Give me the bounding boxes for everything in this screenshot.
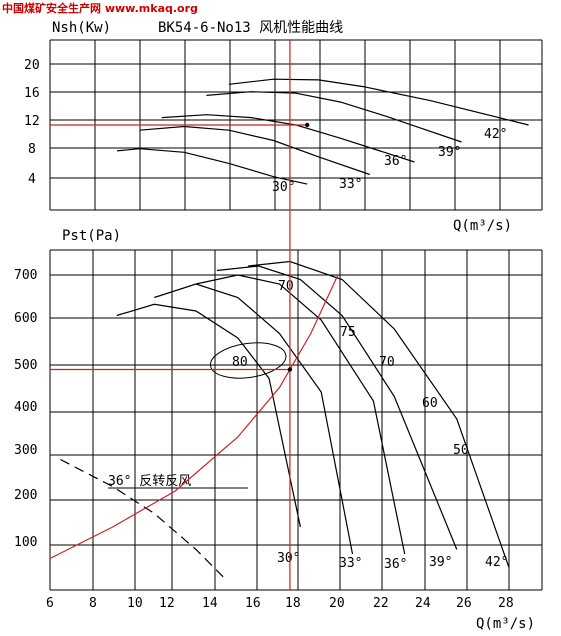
bottom-ytick-label: 700 <box>14 268 37 283</box>
bottom-xtick-label: 18 <box>285 596 301 611</box>
bottom-xtick-label: 24 <box>415 596 431 611</box>
bottom-xtick-label: 10 <box>127 596 143 611</box>
chart-title: BK54-6-No13 风机性能曲线 <box>158 20 343 36</box>
bottom-chart-grid <box>49 249 543 591</box>
top-series-line-36 <box>161 114 415 163</box>
bottom-ytick-label: 200 <box>14 488 37 503</box>
bottom-series-line-33 <box>154 283 354 555</box>
top-ytick-label: 8 <box>28 142 36 157</box>
efficiency-label-50: 50 <box>453 443 469 458</box>
top-chart-grid <box>49 39 543 211</box>
bottom-xtick-label: 16 <box>245 596 261 611</box>
reverse-airflow-curve <box>60 458 228 582</box>
bottom-angle-label-33: 33° <box>339 556 362 571</box>
top-ytick-label: 16 <box>24 86 40 101</box>
top-angle-label-30: 30° <box>272 180 295 195</box>
top-series-line-39 <box>206 91 462 143</box>
bottom-xtick-label: 22 <box>373 596 389 611</box>
bottom-xlabel: Q(m³/s) <box>476 616 535 632</box>
system-resistance-curve <box>49 274 339 560</box>
bottom-ytick-label: 300 <box>14 443 37 458</box>
bottom-angle-label-42: 42° <box>485 555 508 570</box>
bottom-ylabel: Pst(Pa) <box>62 228 121 244</box>
efficiency-contour-80 <box>210 342 287 379</box>
top-series-line-30 <box>117 148 308 185</box>
bottom-angle-label-30: 30° <box>277 551 300 566</box>
efficiency-label-70-top: 70 <box>278 279 294 294</box>
watermark: 中国煤矿安全生产网 www.mkaq.org <box>2 2 198 15</box>
reverse-airflow-label: 36° 反转反风 <box>108 474 191 489</box>
top-ytick-label: 20 <box>24 58 40 73</box>
efficiency-label-75: 75 <box>340 325 356 340</box>
efficiency-label-70-right: 70 <box>379 355 395 370</box>
bottom-ytick-label: 400 <box>14 400 37 415</box>
efficiency-label-60: 60 <box>422 396 438 411</box>
top-series-line-42 <box>228 78 529 126</box>
bottom-xtick-label: 20 <box>329 596 345 611</box>
bottom-angle-label-36: 36° <box>384 557 407 572</box>
bottom-ytick-label: 100 <box>14 535 37 550</box>
bottom-angle-label-39: 39° <box>429 555 452 570</box>
chart-marks <box>49 40 529 590</box>
top-angle-label-42: 42° <box>484 127 507 142</box>
bottom-xtick-label: 26 <box>456 596 472 611</box>
top-xlabel: Q(m³/s) <box>453 218 512 234</box>
bottom-ytick-label: 500 <box>14 358 37 373</box>
bottom-operating-point <box>287 367 293 372</box>
top-ytick-label: 12 <box>24 114 40 129</box>
top-ytick-label: 4 <box>28 172 36 187</box>
bottom-series-line-36 <box>195 274 406 555</box>
top-operating-point <box>304 122 310 128</box>
bottom-series-line-39 <box>216 265 458 550</box>
bottom-xtick-label: 6 <box>46 596 54 611</box>
bottom-xtick-label: 14 <box>202 596 218 611</box>
top-ylabel: Nsh(Kw) <box>52 20 111 36</box>
efficiency-label-80: 80 <box>232 355 248 370</box>
bottom-series-line-42 <box>248 260 510 568</box>
bottom-xtick-label: 28 <box>498 596 514 611</box>
bottom-xtick-label: 12 <box>159 596 175 611</box>
top-angle-label-33: 33° <box>339 177 362 192</box>
top-angle-label-39: 39° <box>438 145 461 160</box>
top-series-line-33 <box>139 125 370 176</box>
bottom-xtick-label: 8 <box>89 596 97 611</box>
bottom-ytick-label: 600 <box>14 311 37 326</box>
bottom-series-line-30 <box>116 303 301 528</box>
